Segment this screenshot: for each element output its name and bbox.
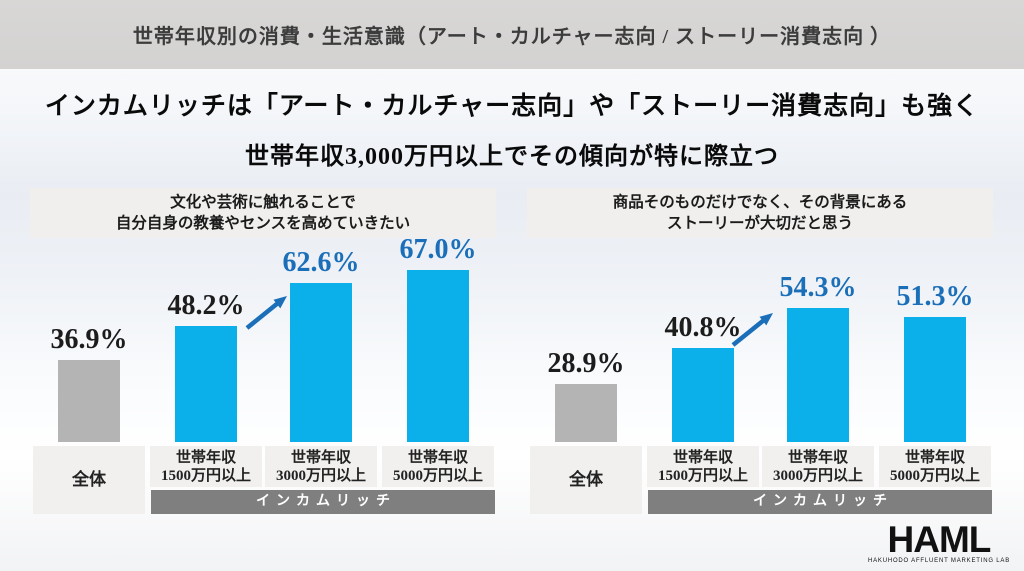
chart-art-culture: 文化や芸術に触れることで 自分自身の教養やセンスを高めていきたい 36.9% 4… — [30, 188, 496, 514]
category-label: 世帯年収 — [290, 449, 351, 466]
bar-overall: 28.9% — [548, 348, 625, 442]
question-line1: 商品そのものだけでなく、その背景にある — [612, 194, 908, 211]
category-label: 世帯年収 — [175, 449, 236, 466]
haml-logo-text: HAML — [887, 519, 992, 560]
category-income-3000: 世帯年収 3000万円以上 — [762, 446, 874, 487]
bar-value-label: 54.3% — [779, 272, 857, 303]
bar-income-1500: 48.2% — [168, 290, 245, 442]
category-label: 全体 — [569, 470, 603, 489]
category-income-1500: 世帯年収 1500万円以上 — [150, 446, 262, 487]
page-title: 世帯年収別の消費・生活意識（アート・カルチャー志向 / ストーリー消費志向 ） — [132, 26, 892, 48]
category-income-1500: 世帯年収 1500万円以上 — [647, 446, 759, 487]
category-label: 世帯年収 — [407, 449, 468, 466]
category-overall: 全体 — [33, 446, 145, 514]
bar-income-3000: 62.6% — [283, 247, 360, 442]
bar-value-label: 48.2% — [167, 290, 245, 322]
income-rich-band: インカムリッチ — [648, 490, 992, 514]
category-label: 世帯年収 — [672, 449, 733, 466]
category-label: 1500万円以上 — [160, 467, 251, 484]
category-label: 5000万円以上 — [392, 467, 483, 484]
question-line2: 自分自身の教養やセンスを高めていきたい — [115, 215, 411, 232]
bar-value-label: 36.9% — [50, 324, 128, 356]
haml-logo: HAML HAKUHODO AFFLUENT MARKETING LAB — [867, 519, 1010, 564]
increase-arrow-icon — [731, 313, 773, 347]
category-label: 3000万円以上 — [275, 467, 366, 484]
category-income-5000: 世帯年収 5000万円以上 — [382, 446, 494, 487]
bar-income-3000: 54.3% — [780, 272, 857, 442]
bar-value-label: 40.8% — [664, 312, 742, 344]
category-income-3000: 世帯年収 3000万円以上 — [265, 446, 377, 487]
haml-logo-caption: HAKUHODO AFFLUENT MARKETING LAB — [867, 558, 1010, 564]
category-label: 1500万円以上 — [657, 467, 748, 484]
chart-story-consumption: 商品そのものだけでなく、その背景にある ストーリーが大切だと思う 28.9% 4… — [527, 188, 993, 514]
category-label: 3000万円以上 — [772, 467, 863, 484]
title-bar: 世帯年収別の消費・生活意識（アート・カルチャー志向 / ストーリー消費志向 ） — [0, 0, 1024, 69]
bar-overall: 36.9% — [51, 324, 128, 442]
bar-income-1500: 40.8% — [665, 312, 742, 442]
bar-value-label: 28.9% — [547, 348, 625, 379]
question-line2: ストーリーが大切だと思う — [666, 215, 853, 232]
question-line1: 文化や芸術に触れることで — [170, 194, 356, 211]
bar-income-5000: 51.3% — [897, 281, 974, 442]
category-overall: 全体 — [530, 446, 642, 514]
bar-value-label: 67.0% — [399, 234, 477, 266]
question-box: 文化や芸術に触れることで 自分自身の教養やセンスを高めていきたい — [30, 188, 496, 238]
category-label: 5000万円以上 — [889, 467, 980, 484]
headline: インカムリッチは「アート・カルチャー志向」や「ストーリー消費志向」も強く 世帯年… — [0, 86, 1024, 171]
category-label: 全体 — [72, 470, 106, 489]
headline-line2: 世帯年収3,000万円以上でその傾向が特に際立つ — [245, 144, 779, 170]
increase-arrow-icon — [245, 296, 287, 330]
headline-line1: インカムリッチは「アート・カルチャー志向」や「ストーリー消費志向」も強く — [44, 93, 980, 120]
category-income-5000: 世帯年収 5000万円以上 — [879, 446, 991, 487]
income-rich-band: インカムリッチ — [151, 490, 495, 514]
bar-value-label: 51.3% — [896, 281, 974, 312]
category-label: 世帯年収 — [787, 449, 848, 466]
question-box: 商品そのものだけでなく、その背景にある ストーリーが大切だと思う — [527, 188, 993, 238]
bar-value-label: 62.6% — [282, 247, 360, 279]
bar-income-5000: 67.0% — [400, 234, 477, 442]
category-label: 世帯年収 — [904, 449, 965, 466]
